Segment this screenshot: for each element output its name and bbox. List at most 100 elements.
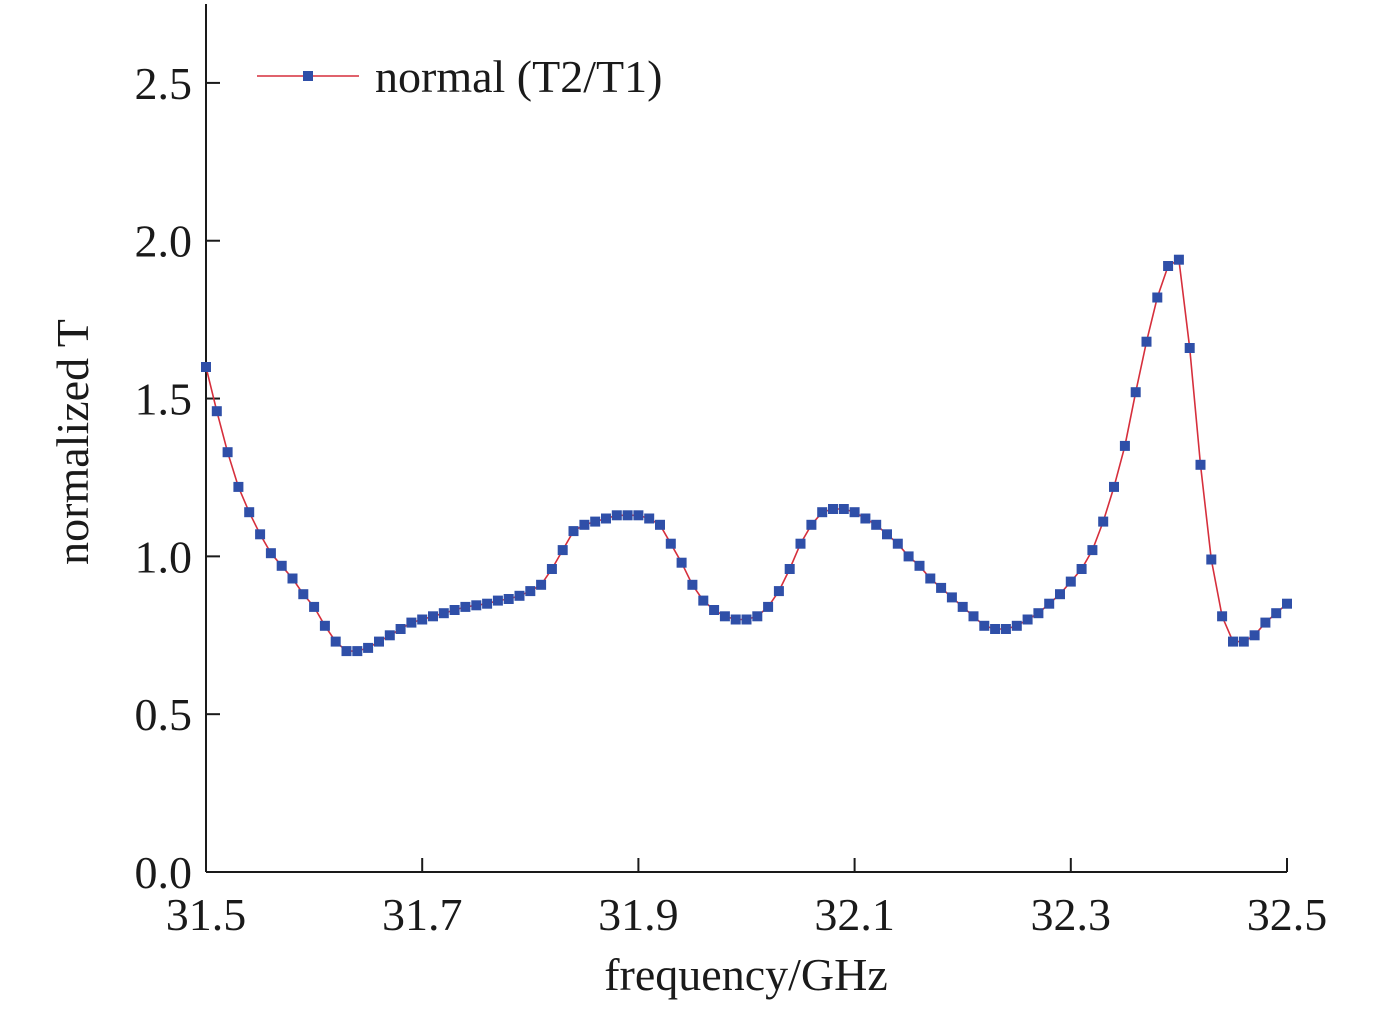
data-point xyxy=(968,611,979,622)
legend-marker-swatch xyxy=(303,71,313,81)
data-point xyxy=(752,611,763,622)
x-tick-label: 32.5 xyxy=(1247,889,1328,940)
data-point xyxy=(1055,589,1065,600)
data-point xyxy=(1141,336,1152,347)
data-point xyxy=(1282,598,1292,609)
data-point xyxy=(1249,630,1260,641)
data-point xyxy=(709,605,720,615)
data-point xyxy=(1173,254,1184,265)
series-layer xyxy=(201,254,1292,657)
data-point xyxy=(330,636,341,647)
data-point xyxy=(374,636,384,647)
data-point xyxy=(309,601,320,612)
data-point xyxy=(892,538,903,549)
data-point xyxy=(492,595,503,606)
data-point xyxy=(979,620,990,631)
data-point xyxy=(665,538,676,549)
data-point xyxy=(676,557,687,568)
x-tick-label: 32.1 xyxy=(814,889,895,940)
data-point xyxy=(903,551,914,562)
data-point xyxy=(536,579,547,590)
data-point xyxy=(633,510,644,521)
data-point xyxy=(222,447,233,458)
data-point xyxy=(503,594,514,604)
data-point xyxy=(730,614,741,625)
data-point xyxy=(395,624,406,634)
data-point xyxy=(406,617,417,628)
x-ticks: 31.5 31.7 31.9 32.1 32.3 32.5 xyxy=(166,858,1328,940)
data-point xyxy=(860,513,871,524)
data-point xyxy=(287,573,298,584)
x-tick-label: 31.9 xyxy=(598,889,679,940)
axes xyxy=(205,4,1287,873)
data-point xyxy=(568,526,579,537)
data-point xyxy=(449,605,460,615)
legend: normal (T2/T1) xyxy=(257,51,662,102)
data-point xyxy=(1130,387,1141,398)
data-point xyxy=(1271,608,1282,619)
data-point xyxy=(1152,292,1163,303)
legend-label: normal (T2/T1) xyxy=(375,51,662,102)
data-point xyxy=(741,614,752,625)
data-point xyxy=(817,507,828,518)
data-point xyxy=(849,507,860,518)
data-point xyxy=(1217,611,1228,622)
data-point xyxy=(838,504,849,514)
data-point xyxy=(579,519,590,530)
data-point xyxy=(611,510,622,521)
data-point xyxy=(1206,554,1217,565)
data-point xyxy=(233,481,244,492)
data-point xyxy=(773,586,784,597)
data-point xyxy=(557,545,568,556)
data-point xyxy=(1260,617,1271,628)
data-point xyxy=(1087,545,1098,556)
data-point xyxy=(1098,516,1109,527)
series-line xyxy=(205,258,1288,652)
data-point xyxy=(784,564,795,574)
data-point xyxy=(925,573,936,584)
data-point xyxy=(687,579,698,590)
data-point xyxy=(1228,636,1238,647)
data-point xyxy=(763,601,774,612)
data-point xyxy=(871,519,882,530)
data-point xyxy=(1065,576,1076,587)
data-point xyxy=(1163,261,1174,271)
x-tick-label: 32.3 xyxy=(1031,889,1112,940)
data-point xyxy=(265,548,276,559)
data-point xyxy=(319,620,330,631)
data-point xyxy=(546,564,557,574)
data-point xyxy=(1195,459,1206,470)
data-point xyxy=(795,538,806,549)
data-point xyxy=(590,516,601,527)
data-point xyxy=(719,611,730,622)
x-axis-title: frequency/GHz xyxy=(604,949,888,1000)
data-point xyxy=(601,513,611,524)
data-point xyxy=(482,598,493,609)
data-point xyxy=(1184,343,1195,353)
data-point xyxy=(255,529,266,540)
data-point xyxy=(341,646,352,657)
data-point xyxy=(882,529,892,540)
data-point xyxy=(828,504,838,514)
y-tick-label: 1.0 xyxy=(135,531,193,582)
data-point xyxy=(1022,614,1033,625)
x-tick-label: 31.7 xyxy=(382,889,463,940)
data-point xyxy=(514,590,525,601)
data-point xyxy=(1000,624,1011,634)
data-point xyxy=(1033,608,1044,619)
data-point xyxy=(1011,620,1022,631)
data-point xyxy=(914,560,925,571)
y-tick-label: 1.5 xyxy=(135,374,193,425)
data-point xyxy=(990,624,1001,634)
data-point xyxy=(525,586,536,597)
data-point xyxy=(1109,481,1119,492)
data-point xyxy=(806,519,817,530)
data-point xyxy=(622,510,633,521)
data-point xyxy=(363,642,374,653)
data-point xyxy=(936,582,947,593)
data-point xyxy=(655,519,665,530)
data-point xyxy=(298,589,309,600)
data-point xyxy=(946,592,957,603)
data-point xyxy=(276,560,287,571)
